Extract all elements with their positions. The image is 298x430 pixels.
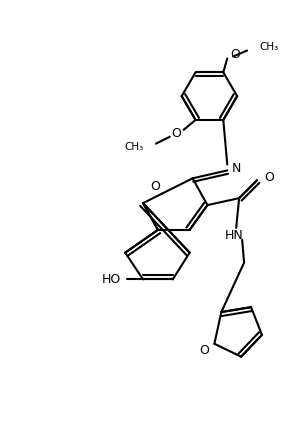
Text: CH₃: CH₃ <box>125 141 144 152</box>
Text: HO: HO <box>102 273 121 286</box>
Text: O: O <box>150 180 160 193</box>
Text: HN: HN <box>225 229 243 242</box>
Text: O: O <box>200 344 209 357</box>
Text: N: N <box>232 162 242 175</box>
Text: O: O <box>171 127 181 140</box>
Text: O: O <box>264 171 274 184</box>
Text: CH₃: CH₃ <box>259 42 278 52</box>
Text: O: O <box>230 48 240 61</box>
